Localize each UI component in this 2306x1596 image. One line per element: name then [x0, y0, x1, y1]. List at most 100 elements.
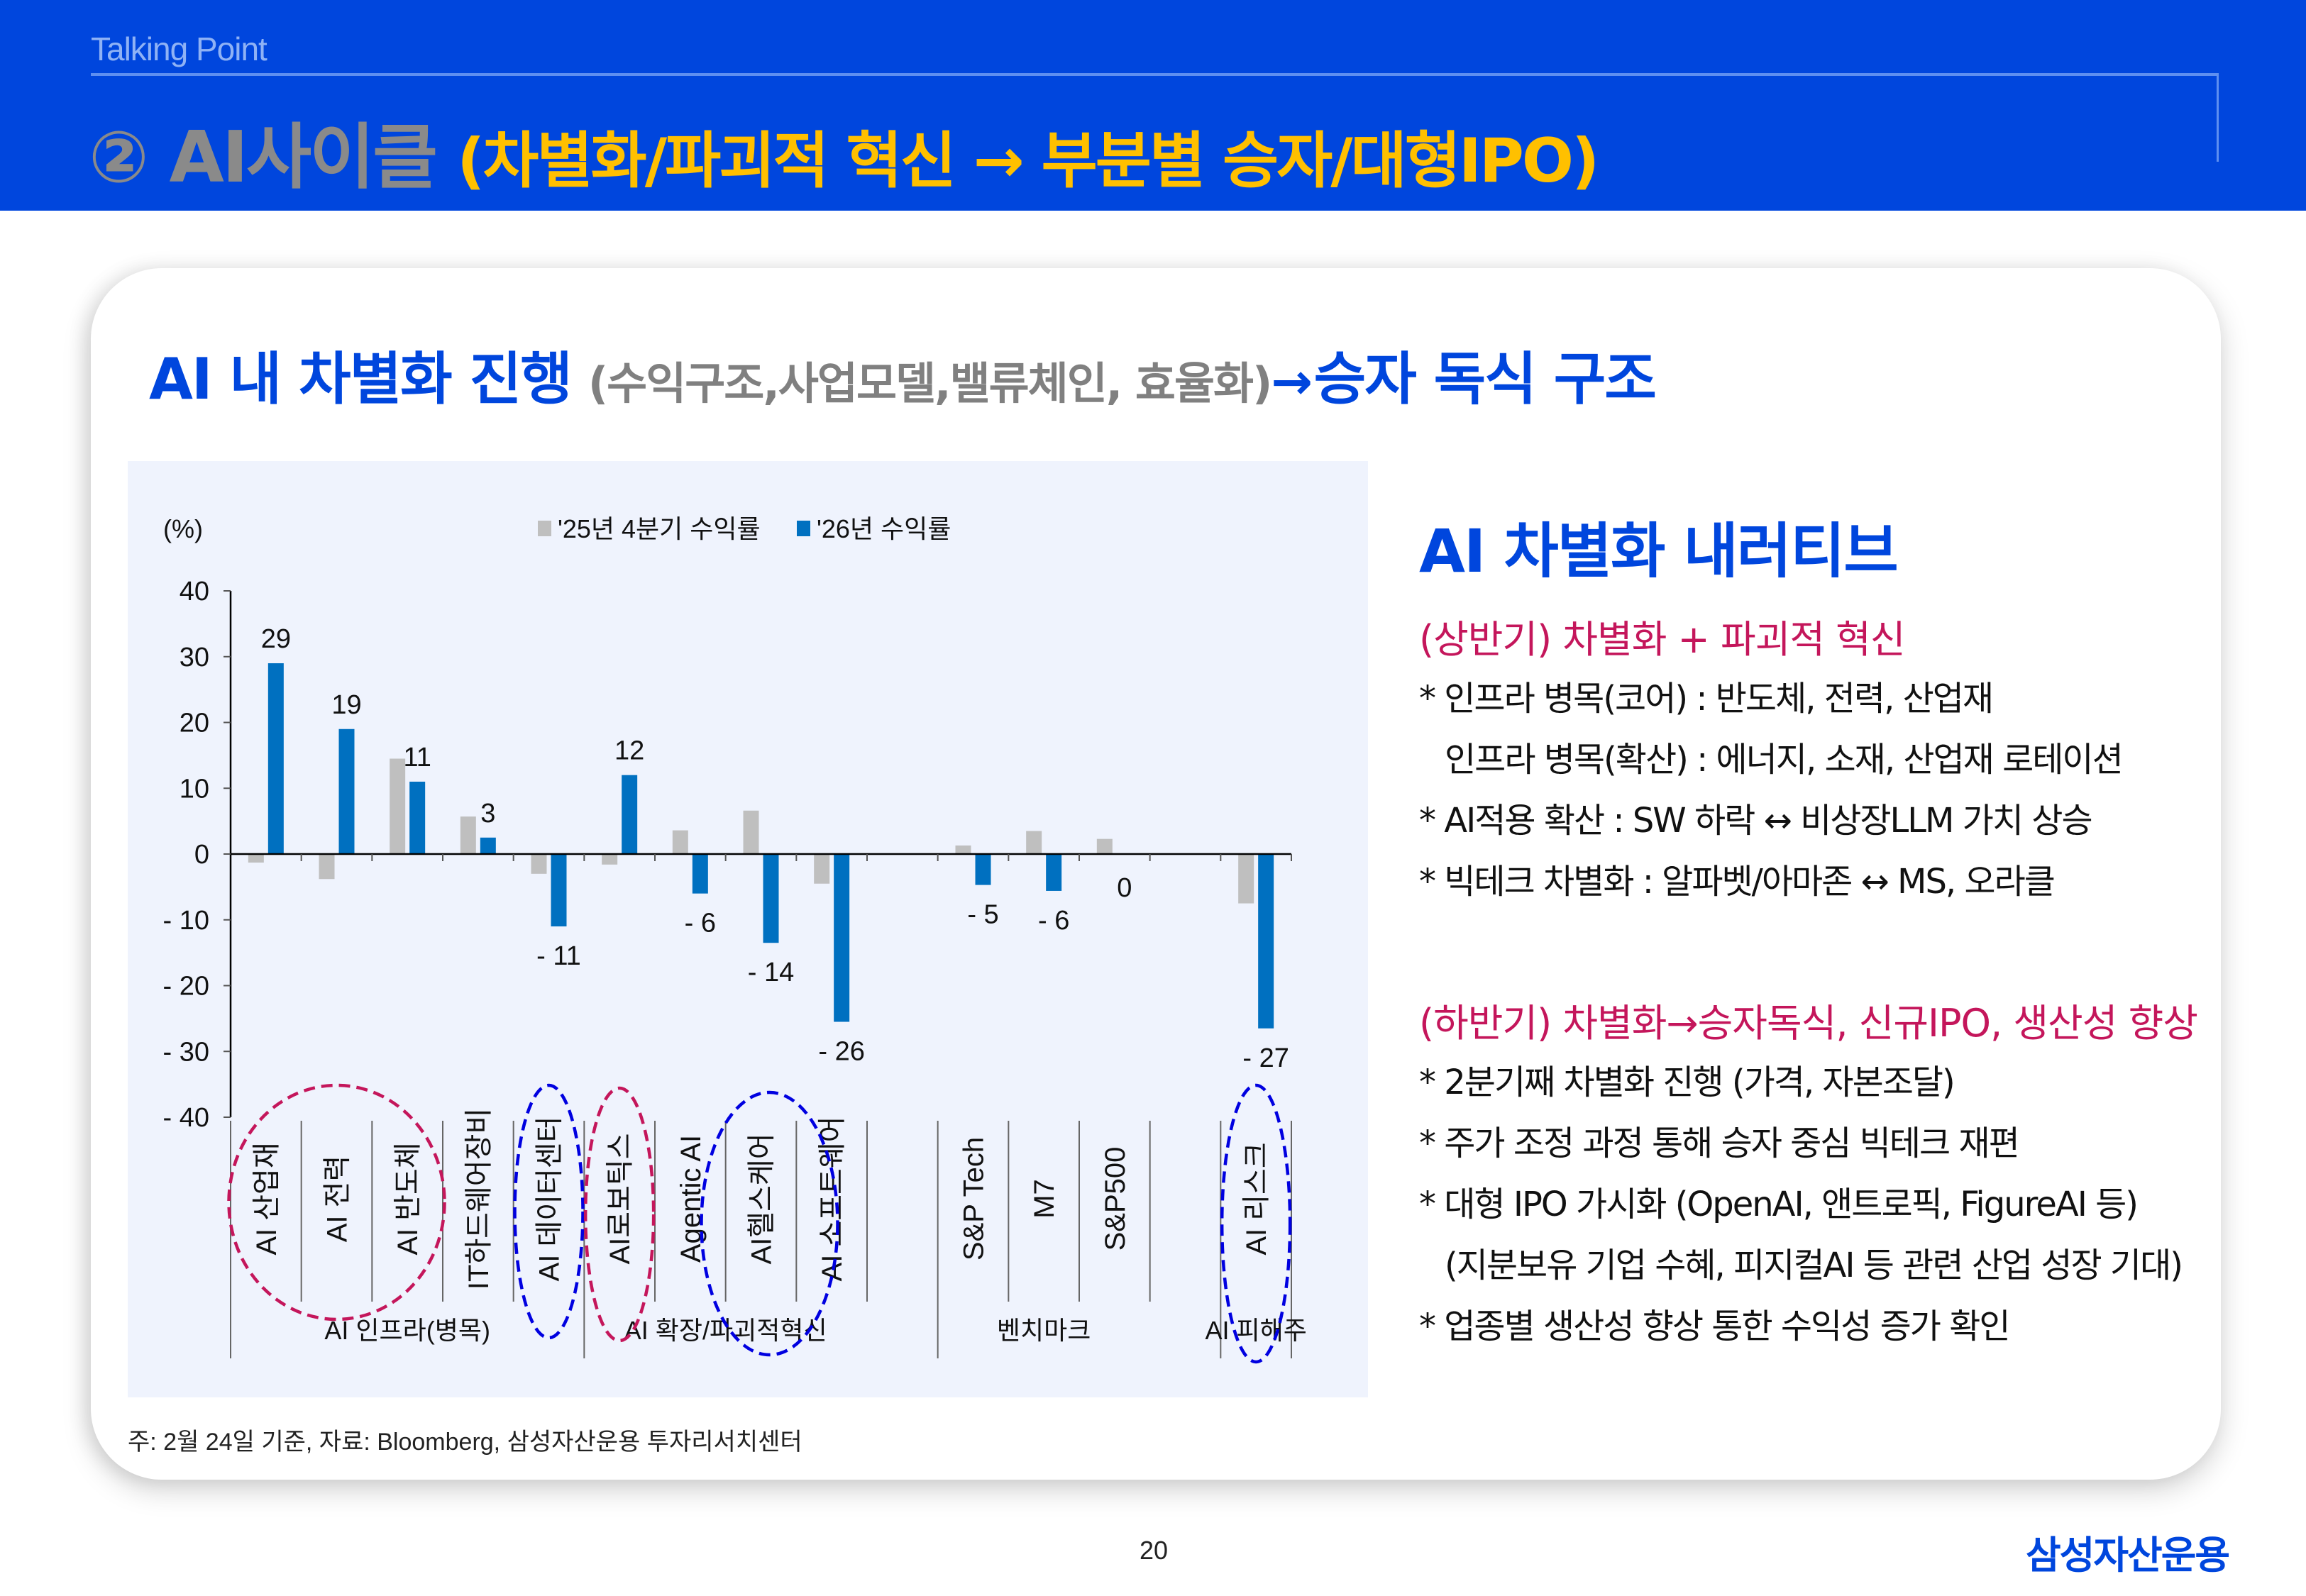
list-item: * 인프라 병목(코어) : 반도체, 전력, 산업재: [1419, 679, 1994, 719]
category-label: AI 반도체: [392, 1142, 424, 1255]
data-label: - 26: [818, 1037, 864, 1067]
page-title-sub: (차별화/파괴적 혁신 → 부분별 승자/대형IPO): [457, 126, 1599, 196]
category-label: AI 산업재: [251, 1142, 282, 1255]
bar: [834, 854, 850, 1022]
data-label: 11: [403, 743, 431, 772]
bar: [955, 845, 971, 854]
group-label: 벤치마크: [997, 1316, 1091, 1345]
y-tick-label: - 10: [163, 906, 209, 936]
bar: [390, 758, 406, 854]
headline: AI 내 차별화 진행 (수익구조,사업모델,밸류체인, 효율화)→ 승자 독식 …: [149, 333, 1657, 416]
bar: [743, 810, 759, 854]
list-item: * 주가 조정 과정 통해 승자 중심 빅테크 재편: [1419, 1124, 2020, 1163]
category-label: AI 리스크: [1241, 1142, 1272, 1255]
y-tick-label: 20: [180, 709, 209, 738]
category-label: IT하드웨어장비: [463, 1108, 495, 1290]
section-kicker: Talking Point: [91, 31, 267, 67]
brand-logo: 삼성자산운용: [2026, 1533, 2230, 1578]
bar: [672, 830, 688, 854]
header-banner: Talking Point ② AI사이클 (차별화/파괴적 혁신 → 부분별 승…: [0, 0, 2306, 211]
group-label: AI 인프라(병목): [324, 1316, 490, 1345]
bar: [480, 837, 496, 854]
bar: [814, 854, 830, 884]
bar: [692, 854, 708, 894]
category-label: S&P Tech: [959, 1137, 990, 1260]
category-label: M7: [1029, 1179, 1060, 1219]
bar: [1238, 854, 1254, 904]
bar: [267, 663, 284, 854]
y-unit-label: (%): [163, 514, 203, 543]
y-tick-label: 40: [180, 577, 209, 606]
list-item: 인프라 병목(확산) : 에너지, 소재, 산업재 로테이션: [1445, 740, 2124, 780]
category-label: AI 전력: [322, 1156, 353, 1243]
y-tick-label: 0: [194, 840, 209, 870]
headline-main: AI 내 차별화 진행: [149, 346, 573, 412]
highlight-ellipse: [583, 1086, 656, 1343]
group-label: AI 피해주: [1205, 1316, 1306, 1345]
narrative-panel: AI 차별화 내러티브 (상반기) 차별화 + 파괴적 혁신 * 인프라 병목(…: [1419, 504, 2207, 1357]
data-label: 3: [480, 799, 495, 829]
data-label: - 14: [748, 958, 794, 987]
data-label: - 5: [967, 900, 998, 930]
bar: [975, 854, 991, 885]
data-label: 29: [261, 624, 291, 654]
narrative-title: AI 차별화 내러티브: [1419, 516, 1899, 586]
y-tick-label: - 20: [163, 972, 209, 1002]
data-label: - 11: [536, 941, 581, 971]
list-item: * 대형 IPO 가시화 (OpenAI, 앤트로픽, FigureAI 등): [1419, 1185, 2139, 1224]
bar: [763, 854, 779, 943]
headline-detail: (수익구조,사업모델,밸류체인, 효율화): [587, 358, 1273, 409]
bar: [1026, 831, 1042, 854]
bar: [531, 854, 547, 874]
list-item: * 빅테크 차별화 : 알파벳/아마존 ↔ MS, 오라클: [1419, 862, 2056, 902]
data-label: 19: [331, 690, 361, 720]
chart-footnote: 주: 2월 24일 기준, 자료: Bloomberg, 삼성자산운용 투자리서…: [128, 1429, 802, 1456]
group-label: AI 확장/파괴적혁신: [624, 1316, 827, 1345]
highlight-ellipse: [700, 1090, 839, 1357]
bar: [551, 854, 567, 927]
data-label: 0: [1117, 873, 1132, 903]
bar: [409, 781, 426, 854]
highlight-ellipse: [513, 1083, 585, 1340]
bar: [319, 854, 335, 880]
second-half-heading: (하반기) 차별화→승자독식, 신규IPO, 생산성 향상: [1419, 1001, 2198, 1046]
y-tick-label: - 30: [163, 1037, 209, 1067]
category-label: AI 데이터센터: [534, 1116, 566, 1282]
list-item: * AI적용 확산 : SW 하락 ↔ 비상장LLM 가치 상승: [1419, 801, 2093, 841]
highlight-ellipse: [1220, 1083, 1292, 1364]
page-title-main: ② AI사이클: [89, 116, 438, 199]
legend-swatch-2026: [797, 521, 810, 536]
bar: [1046, 854, 1062, 891]
category-label: AI헬스케어: [746, 1134, 778, 1265]
category-label: S&P500: [1100, 1147, 1131, 1251]
highlight-ellipse: [227, 1083, 446, 1321]
y-tick-label: 30: [180, 643, 209, 672]
bar: [338, 728, 355, 854]
chart-background: [128, 461, 1368, 1397]
data-label: - 6: [685, 909, 716, 938]
y-tick-label: - 40: [163, 1103, 209, 1133]
legend-label-q4: '25년 4분기 수익률: [558, 514, 761, 543]
arrow-icon: →: [1271, 353, 1313, 411]
data-label: 12: [614, 736, 644, 766]
page-number: 20: [1140, 1536, 1169, 1565]
list-item: * 2분기째 차별화 진행 (가격, 자본조달): [1419, 1063, 1955, 1102]
headline-result: 승자 독식 구조: [1313, 346, 1657, 412]
bar: [1096, 838, 1113, 854]
header-divider-vertical: [2217, 73, 2219, 162]
bar: [460, 816, 476, 854]
list-item: (지분보유 기업 수혜, 피지컬AI 등 관련 산업 성장 기대): [1445, 1246, 2183, 1285]
bar: [602, 854, 618, 865]
category-label: AI로보틱스: [605, 1134, 636, 1265]
bar: [1258, 854, 1274, 1029]
bar: [248, 854, 264, 863]
bar: [622, 775, 638, 854]
legend-swatch-q4: [538, 521, 551, 536]
list-item: * 업종별 생산성 향상 통한 수익성 증가 확인: [1419, 1307, 2011, 1346]
first-half-heading: (상반기) 차별화 + 파괴적 혁신: [1419, 617, 1906, 662]
legend-label-2026: '26년 수익률: [817, 514, 951, 543]
header-divider: [91, 73, 2218, 76]
page-title: ② AI사이클 (차별화/파괴적 혁신 → 부분별 승자/대형IPO): [89, 99, 1599, 202]
data-label: - 6: [1038, 906, 1069, 936]
